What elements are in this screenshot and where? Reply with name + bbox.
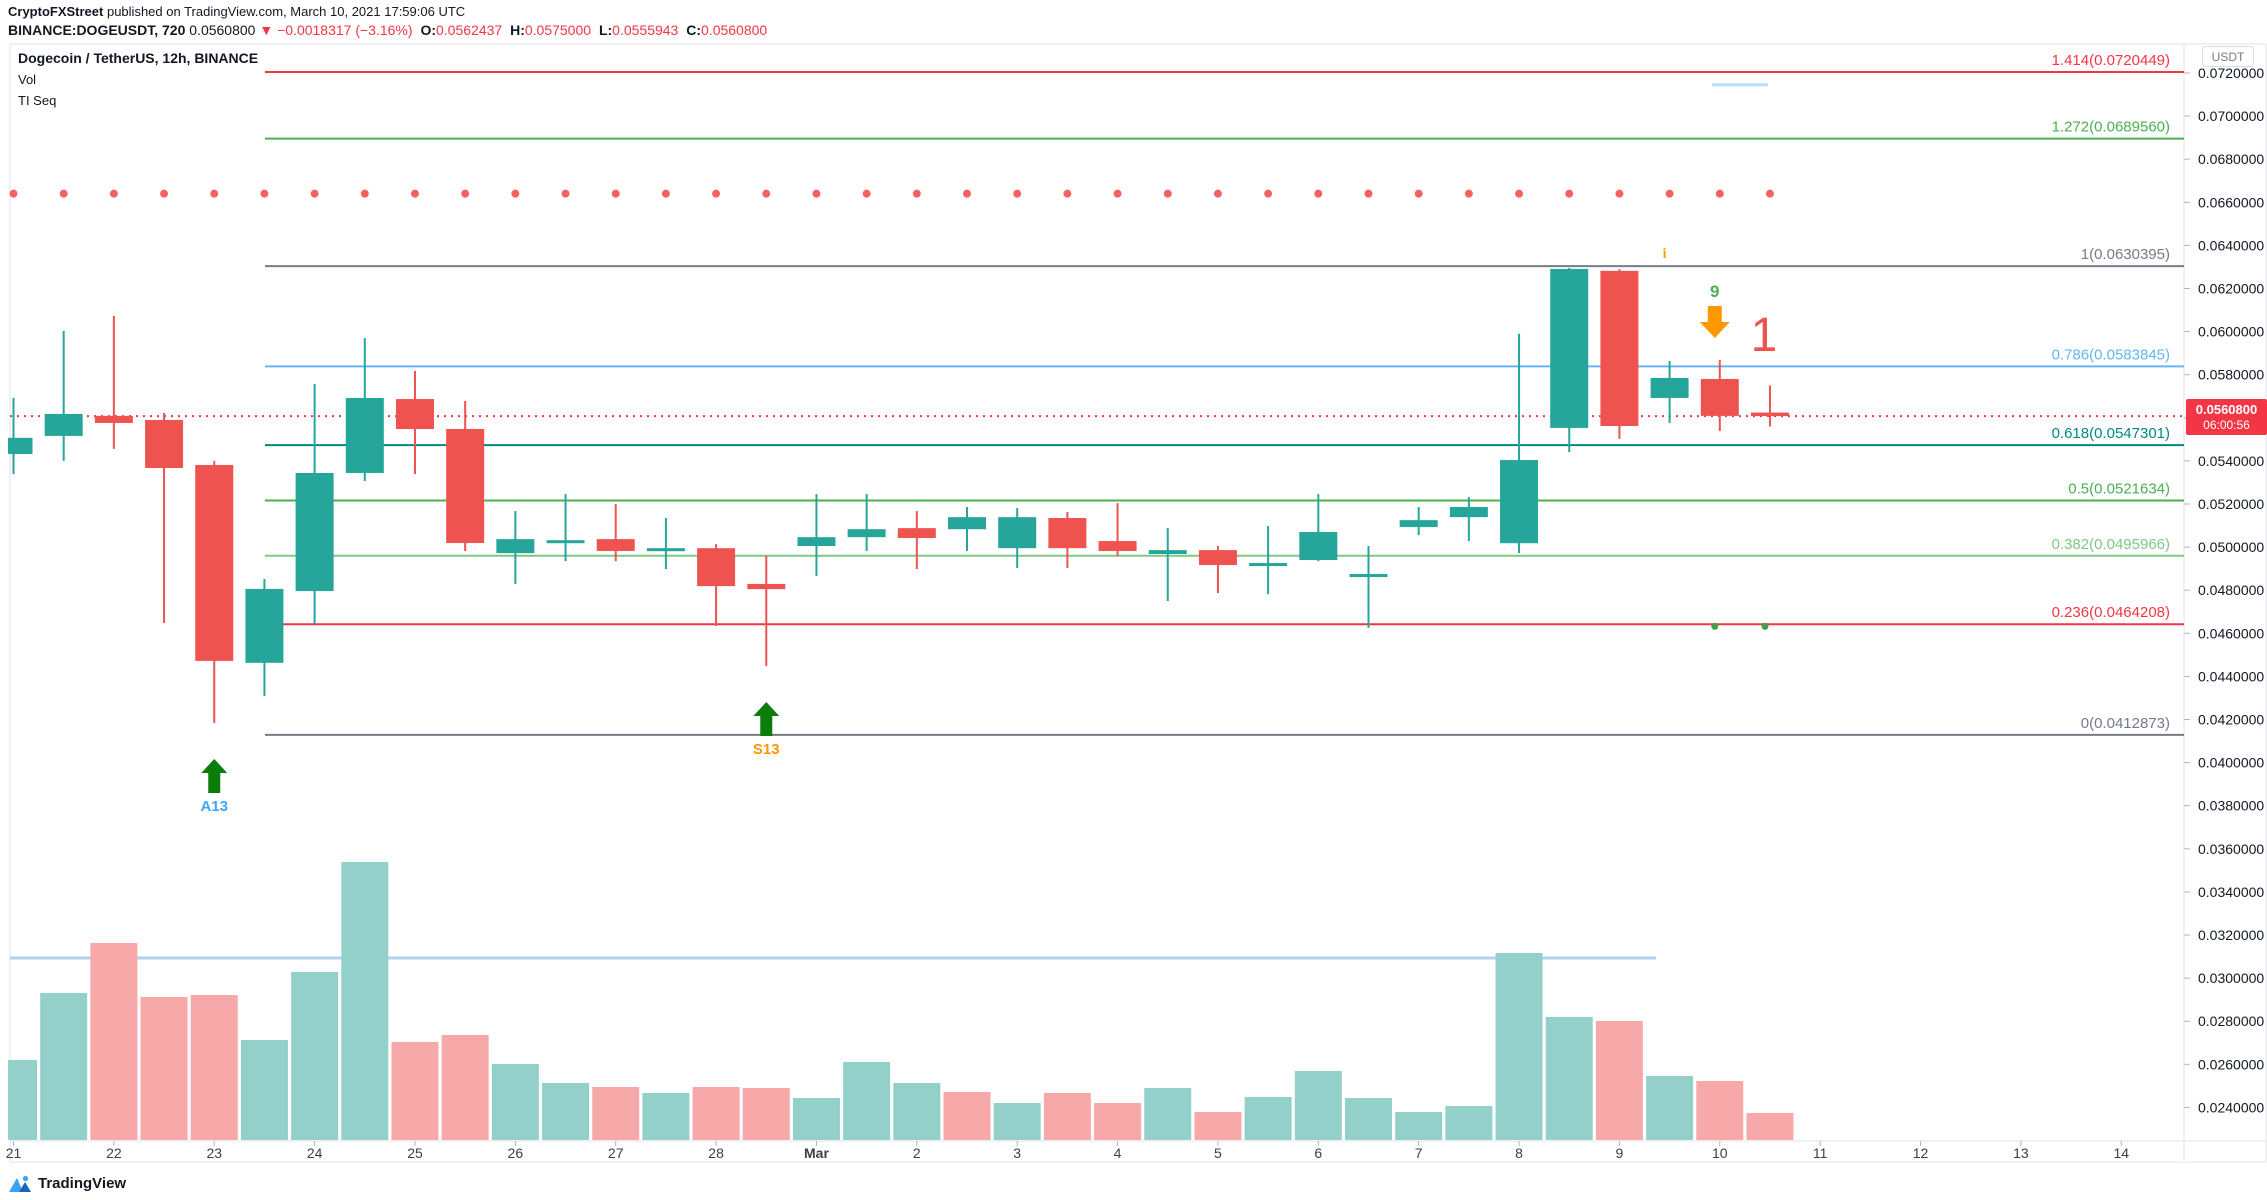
svg-text:S13: S13 [753,741,780,758]
svg-text:9: 9 [1616,1145,1624,1161]
svg-text:0.0660000: 0.0660000 [2198,194,2264,210]
svg-text:0.0440000: 0.0440000 [2198,668,2264,684]
ti-seq-dots-row [9,189,1774,198]
svg-text:8: 8 [1515,1145,1523,1161]
symbol-label: BINANCE:DOGEUSDT, 720 [8,22,186,38]
last-price: 0.0560800 [189,22,256,38]
close-value: 0.0560800 [701,22,768,38]
svg-text:0.0240000: 0.0240000 [2198,1099,2264,1115]
candlesticks [8,268,1789,723]
fib-retracement-levels[interactable]: 1.414(0.0720449) 1.272(0.0689560) 1(0.0630… [265,52,2184,736]
svg-text:0.0260000: 0.0260000 [2198,1056,2264,1072]
symbol-legend-title[interactable]: Dogecoin / TetherUS, 12h, BINANCE [18,50,259,66]
chart-frame [9,43,2267,1163]
svg-text:0.0300000: 0.0300000 [2198,970,2264,986]
svg-text:0.0400000: 0.0400000 [2198,755,2264,771]
svg-text:21: 21 [6,1145,22,1161]
svg-text:0.0520000: 0.0520000 [2198,496,2264,512]
svg-text:0.0640000: 0.0640000 [2198,237,2264,253]
svg-text:1.272(0.0689560): 1.272(0.0689560) [2052,119,2170,136]
svg-text:0.0280000: 0.0280000 [2198,1013,2264,1029]
svg-text:28: 28 [708,1145,724,1161]
svg-text:1(0.0630395): 1(0.0630395) [2081,246,2170,263]
svg-text:6: 6 [1314,1145,1322,1161]
indicator-markers: A13 S13 i 9 1 [200,83,1777,815]
svg-text:0.0460000: 0.0460000 [2198,625,2264,641]
currency-unit-badge[interactable]: USDT [2202,46,2254,67]
svg-text:0.0680000: 0.0680000 [2198,151,2264,167]
svg-text:25: 25 [407,1145,423,1161]
svg-text:0.0600000: 0.0600000 [2198,324,2264,340]
attribution-text: published on TradingView.com, March 10, … [103,4,466,19]
volume-indicator-legend[interactable]: Vol [18,72,37,87]
svg-text:22: 22 [106,1145,122,1161]
svg-text:3: 3 [1013,1145,1021,1161]
svg-text:0.0340000: 0.0340000 [2198,884,2264,900]
svg-text:0.236(0.0464208): 0.236(0.0464208) [2052,604,2170,621]
svg-text:11: 11 [1813,1145,1828,1161]
header: CryptoFXStreet published on TradingView.… [8,4,767,38]
svg-text:14: 14 [2113,1145,2129,1161]
svg-text:0.0720000: 0.0720000 [2198,65,2264,81]
svg-text:0.0480000: 0.0480000 [2198,582,2264,598]
svg-text:12: 12 [1913,1145,1929,1161]
svg-text:7: 7 [1415,1145,1423,1161]
svg-text:0.786(0.0583845): 0.786(0.0583845) [2052,346,2170,363]
svg-text:0.0420000: 0.0420000 [2198,712,2264,728]
svg-text:i: i [1663,245,1667,261]
svg-text:0.0380000: 0.0380000 [2198,798,2264,814]
svg-text:4: 4 [1114,1145,1122,1161]
svg-text:1: 1 [1751,309,1778,362]
last-price-axis-label: 0.0560800 06:00:56 [2186,399,2267,435]
svg-text:26: 26 [508,1145,524,1161]
bar-countdown: 06:00:56 [2203,418,2250,432]
open-value: 0.0562437 [436,22,503,38]
change-value: −0.0018317 (−3.16%) [277,22,413,38]
svg-text:0.0580000: 0.0580000 [2198,367,2264,383]
svg-text:9: 9 [1710,282,1719,301]
open-label: O: [420,22,436,38]
svg-text:23: 23 [206,1145,222,1161]
svg-text:0.0700000: 0.0700000 [2198,108,2264,124]
svg-text:24: 24 [307,1145,323,1161]
svg-text:A13: A13 [200,798,228,815]
tradingview-logo-text: TradingView [38,1174,127,1192]
down-triangle-icon: ▼ [259,22,274,38]
svg-text:2: 2 [913,1145,921,1161]
svg-text:0.0540000: 0.0540000 [2198,453,2264,469]
low-label: L: [598,22,613,38]
svg-text:0(0.0412873): 0(0.0412873) [2081,715,2170,732]
brand-name: CryptoFXStreet [8,4,104,19]
svg-text:0.0500000: 0.0500000 [2198,539,2264,555]
svg-text:0.0320000: 0.0320000 [2198,927,2264,943]
svg-text:13: 13 [2013,1145,2029,1161]
time-axis[interactable]: 21 22 23 24 25 26 27 28 Mar 2 3 4 5 6 7 8 9 10 11 12 13 14 [6,1141,2130,1161]
svg-text:27: 27 [608,1145,624,1161]
svg-text:0.0360000: 0.0360000 [2198,841,2264,857]
last-price-value: 0.0560800 [2195,402,2258,417]
svg-text:5: 5 [1214,1145,1222,1161]
svg-text:0.618(0.0547301): 0.618(0.0547301) [2052,425,2170,442]
price-axis[interactable]: 0.0720000 0.0700000 0.0680000 0.0660000 0.06… [2184,65,2264,1115]
svg-text:10: 10 [1712,1145,1728,1161]
high-value: 0.0575000 [524,22,592,38]
tradingview-logo[interactable]: TradingView [8,1172,126,1194]
high-label: H: [510,22,525,38]
attribution-line: CryptoFXStreet published on TradingView.… [8,4,767,19]
svg-text:Mar: Mar [804,1145,829,1161]
low-value: 0.0555943 [612,22,679,38]
svg-text:0.5(0.0521634): 0.5(0.0521634) [2068,480,2170,497]
symbol-ohlc-line: BINANCE:DOGEUSDT, 720 0.0560800 ▼ −0.001… [8,22,767,38]
chart-legend[interactable]: Dogecoin / TetherUS, 12h, BINANCE Vol TI… [18,50,258,108]
volume-bars [8,862,1794,1140]
tradingview-logo-icon [9,1175,31,1192]
ti-seq-indicator-legend[interactable]: TI Seq [18,93,57,108]
svg-text:0.0620000: 0.0620000 [2198,281,2264,297]
svg-text:1.414(0.0720449): 1.414(0.0720449) [2052,52,2170,69]
svg-text:0.382(0.0495966): 0.382(0.0495966) [2052,536,2170,553]
close-label: C: [686,22,702,38]
